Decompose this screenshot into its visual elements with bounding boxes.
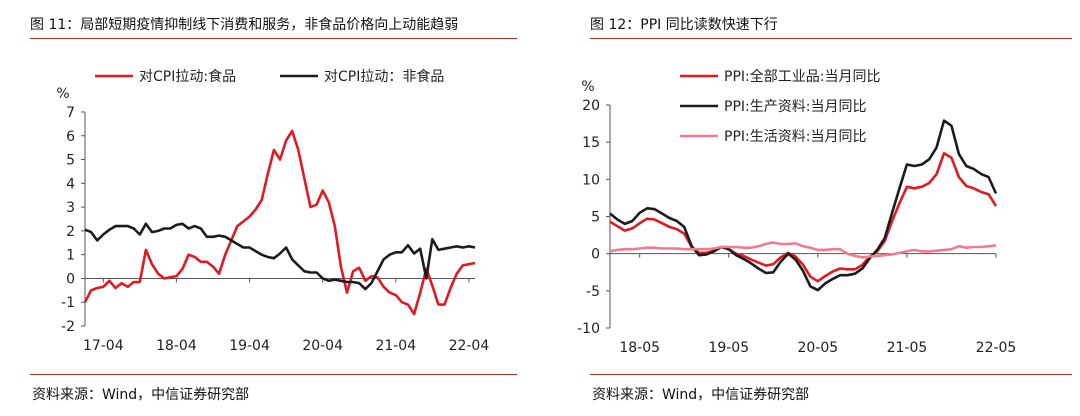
series-line-2 <box>609 119 998 292</box>
y-tick-label: 1 <box>66 248 75 264</box>
chart-panel-food-nonfood: 图 11：局部短期疫情抑制线下消费和服务，非食品价格向上动能趋弱 % -2 -1 0 1… <box>0 0 525 416</box>
y-tick-label: 15 <box>582 135 600 151</box>
x-tick-label: 22-05 <box>976 340 1017 356</box>
cpi-contribution-chart: % -2 -1 0 1 2 3 4 5 6 7 17-04 18-04 19-04 20-04 21-04 22… <box>56 68 490 354</box>
x-tick-label: 22-04 <box>449 338 490 354</box>
y-tick-label: 6 <box>66 129 75 145</box>
y-tick-label: -5 <box>586 284 600 300</box>
y-tick-label: -10 <box>577 321 600 337</box>
legend-label: PPI:生产资料:当月同比 <box>724 99 866 115</box>
y-axis-unit-label: % <box>581 79 594 95</box>
title-divider <box>30 38 517 39</box>
y-tick-label: 7 <box>66 105 75 121</box>
y-tick-label: 5 <box>66 153 75 169</box>
y-tick-label: 0 <box>591 247 600 263</box>
ppi-yoy-chart: % -10 -5 0 5 10 15 20 18-05 19-05 20-05 21-05 22-05 P… <box>577 68 1017 356</box>
y-axis-unit-label: % <box>56 86 69 102</box>
y-tick-label: 10 <box>582 172 600 188</box>
x-tick-label: 17-04 <box>83 338 124 354</box>
y-tick-label: 4 <box>66 176 75 192</box>
chart-panel-ppi: 图 12：PPI 同比读数快速下行 % -10 -5 0 5 10 15 20 18-05 19-… <box>560 0 1080 416</box>
series-line-2 <box>84 222 476 291</box>
legend-label: 对CPI拉动:食品 <box>139 68 236 85</box>
series-line-1 <box>609 152 998 283</box>
y-tick-label: 5 <box>591 210 600 226</box>
x-tick-label: 18-05 <box>619 340 660 356</box>
source-divider <box>590 374 1072 375</box>
y-tick-label: 0 <box>66 271 75 287</box>
chart-title: 图 11：局部短期疫情抑制线下消费和服务，非食品价格向上动能趋弱 <box>30 17 459 33</box>
source-note: 资料来源：Wind，中信证券研究部 <box>32 387 250 403</box>
series-line-3 <box>609 241 997 259</box>
legend-label: 对CPI拉动：非食品 <box>324 68 444 85</box>
x-tick-label: 20-05 <box>798 340 839 356</box>
source-note: 资料来源：Wind，中信证券研究部 <box>592 387 810 403</box>
chart-title: 图 12：PPI 同比读数快速下行 <box>590 17 778 33</box>
legend-label: PPI:全部工业品:当月同比 <box>724 68 880 85</box>
y-tick-label: 2 <box>66 224 75 240</box>
y-tick-label: 3 <box>66 200 75 216</box>
x-tick-label: 21-04 <box>375 338 416 354</box>
legend-label: PPI:生活资料:当月同比 <box>724 129 866 145</box>
source-divider <box>30 374 517 375</box>
series-line-1 <box>83 129 476 316</box>
x-tick-label: 21-05 <box>887 340 928 356</box>
x-tick-label: 18-04 <box>156 338 197 354</box>
x-tick-label: 20-04 <box>302 338 343 354</box>
y-tick-label: -1 <box>61 295 75 311</box>
title-divider <box>590 38 1072 39</box>
y-tick-label: -2 <box>61 319 75 335</box>
y-tick-label: 20 <box>582 98 600 114</box>
x-tick-label: 19-05 <box>708 340 749 356</box>
x-tick-label: 19-04 <box>229 338 270 354</box>
